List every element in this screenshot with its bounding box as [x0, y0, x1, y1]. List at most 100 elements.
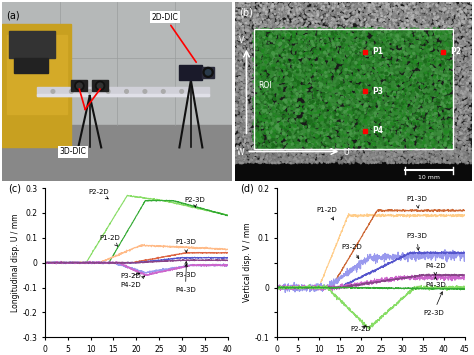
Point — [366, 12, 374, 18]
Point — [311, 155, 319, 160]
Point — [321, 75, 329, 81]
Point — [242, 27, 249, 33]
Point — [268, 105, 276, 110]
Point — [456, 75, 464, 80]
Point — [341, 64, 349, 69]
Point — [396, 96, 403, 102]
Point — [263, 118, 271, 124]
Point — [252, 137, 259, 143]
Point — [397, 116, 405, 122]
Point — [398, 108, 405, 113]
Point — [237, 125, 245, 131]
Point — [413, 146, 420, 152]
Point — [388, 26, 395, 31]
Point — [331, 132, 339, 138]
Point — [295, 154, 303, 160]
Point — [462, 71, 470, 77]
Point — [399, 136, 406, 142]
Point — [372, 133, 379, 139]
Point — [390, 22, 397, 28]
Point — [251, 59, 259, 64]
Point — [379, 34, 387, 40]
Point — [346, 129, 354, 134]
Point — [373, 129, 381, 135]
Point — [330, 5, 338, 11]
Point — [405, 143, 412, 149]
Point — [267, 141, 275, 147]
Point — [237, 136, 244, 141]
Point — [274, 116, 282, 122]
Point — [432, 103, 439, 109]
Point — [307, 150, 315, 155]
Point — [458, 155, 465, 161]
Point — [397, 120, 405, 125]
Point — [319, 106, 327, 112]
Point — [456, 126, 463, 132]
Point — [462, 49, 469, 55]
Point — [235, 78, 243, 84]
Point — [269, 64, 276, 69]
Point — [243, 95, 251, 101]
Point — [462, 14, 469, 20]
Point — [273, 148, 281, 154]
Point — [461, 89, 469, 95]
Point — [381, 139, 389, 145]
Point — [455, 62, 463, 68]
Point — [293, 135, 301, 141]
Point — [344, 37, 351, 43]
Text: V: V — [239, 36, 245, 45]
Point — [292, 6, 300, 12]
Point — [399, 17, 407, 22]
Point — [326, 105, 333, 111]
Point — [411, 25, 419, 31]
Point — [290, 1, 298, 7]
Point — [260, 94, 268, 99]
Point — [391, 142, 398, 147]
Point — [399, 33, 406, 38]
Point — [257, 133, 264, 139]
Point — [232, 63, 239, 69]
Point — [378, 154, 386, 159]
Point — [248, 152, 255, 157]
Point — [264, 158, 272, 164]
Point — [414, 39, 421, 44]
Point — [301, 47, 309, 53]
Point — [433, 111, 440, 116]
Point — [313, 13, 321, 19]
Point — [310, 129, 318, 135]
Point — [267, 11, 275, 17]
Point — [369, 131, 377, 136]
Point — [238, 138, 246, 144]
Point — [285, 0, 292, 5]
Point — [401, 95, 409, 101]
Point — [424, 153, 432, 159]
Point — [321, 119, 329, 125]
Point — [237, 37, 244, 43]
Point — [414, 144, 422, 150]
Point — [297, 104, 305, 110]
Point — [451, 23, 459, 28]
Point — [463, 149, 470, 155]
Point — [285, 146, 293, 151]
Point — [268, 120, 275, 125]
Point — [275, 156, 283, 162]
Point — [330, 89, 338, 94]
Point — [323, 76, 330, 82]
Point — [442, 23, 450, 29]
Point — [421, 72, 428, 78]
Point — [407, 146, 415, 152]
Point — [328, 153, 335, 159]
Point — [329, 21, 337, 27]
Point — [304, 94, 312, 100]
Point — [446, 104, 453, 109]
Point — [355, 5, 362, 10]
Point — [269, 7, 277, 13]
Point — [370, 114, 377, 120]
Point — [419, 74, 426, 80]
Point — [368, 80, 376, 85]
Point — [397, 31, 404, 37]
Point — [321, 146, 328, 152]
Point — [275, 153, 283, 159]
Point — [460, 18, 468, 24]
Point — [457, 14, 465, 20]
